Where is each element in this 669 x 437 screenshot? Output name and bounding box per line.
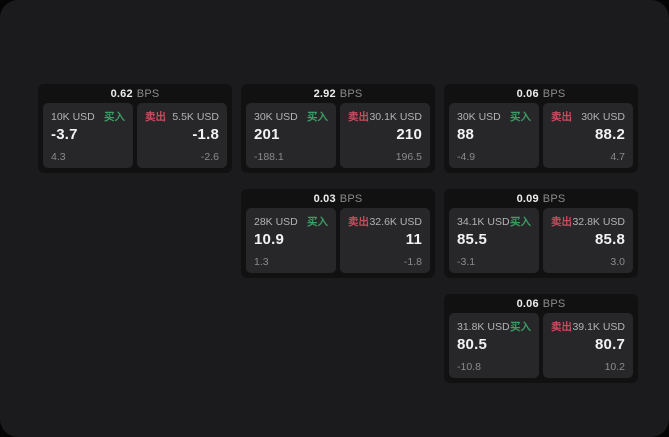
buy-tag: 买入 bbox=[510, 216, 531, 228]
sell-panel[interactable]: 卖出 5.5K USD -1.8 -2.6 bbox=[137, 103, 227, 168]
buy-tag: 买入 bbox=[510, 111, 531, 123]
sell-price: -1.8 bbox=[192, 126, 219, 143]
bps-unit-label: BPS bbox=[339, 87, 363, 100]
sell-price: 80.7 bbox=[595, 336, 625, 353]
card-header: 0.03 BPS bbox=[246, 189, 430, 208]
sell-delta: 4.7 bbox=[610, 151, 625, 163]
bps-value: 0.03 bbox=[313, 192, 336, 205]
buy-tag: 买入 bbox=[104, 111, 125, 123]
sell-panel[interactable]: 卖出 39.1K USD 80.7 10.2 bbox=[543, 313, 633, 378]
sell-delta: 10.2 bbox=[604, 361, 625, 373]
buy-price: 201 bbox=[254, 126, 280, 143]
sell-tag: 卖出 bbox=[551, 111, 572, 123]
sell-delta: -2.6 bbox=[200, 151, 219, 163]
bps-value: 0.09 bbox=[516, 192, 539, 205]
card-header: 0.62 BPS bbox=[43, 84, 227, 103]
bps-unit-label: BPS bbox=[136, 87, 160, 100]
sell-delta: 3.0 bbox=[610, 256, 625, 268]
sell-delta: -1.8 bbox=[403, 256, 422, 268]
quote-card: 0.09 BPS 34.1K USD 买入 85.5 -3.1 卖出 32.8K… bbox=[444, 189, 638, 278]
card-header: 0.06 BPS bbox=[449, 294, 633, 313]
buy-panel[interactable]: 30K USD 买入 88 -4.9 bbox=[449, 103, 539, 168]
quote-card-grid: 0.62 BPS 10K USD 买入 -3.7 4.3 卖出 5.5K USD bbox=[38, 84, 638, 383]
buy-size: 28K USD bbox=[254, 215, 298, 228]
buy-delta: -4.9 bbox=[457, 151, 476, 163]
quote-card: 2.92 BPS 30K USD 买入 201 -188.1 卖出 30.1K … bbox=[241, 84, 435, 173]
buy-delta: 4.3 bbox=[51, 151, 66, 163]
sell-tag: 卖出 bbox=[348, 111, 369, 123]
buy-size: 31.8K USD bbox=[457, 320, 510, 333]
buy-panel[interactable]: 10K USD 买入 -3.7 4.3 bbox=[43, 103, 133, 168]
buy-delta: -188.1 bbox=[254, 151, 284, 163]
buy-tag: 买入 bbox=[307, 216, 328, 228]
quote-card: 0.03 BPS 28K USD 买入 10.9 1.3 卖出 32.6K US… bbox=[241, 189, 435, 278]
buy-price: 88 bbox=[457, 126, 475, 143]
sell-panel[interactable]: 卖出 32.6K USD 11 -1.8 bbox=[340, 208, 430, 273]
bps-value: 2.92 bbox=[313, 87, 336, 100]
sell-delta: 196.5 bbox=[395, 151, 422, 163]
sell-price: 88.2 bbox=[595, 126, 625, 143]
buy-tag: 买入 bbox=[307, 111, 328, 123]
buy-panel[interactable]: 28K USD 买入 10.9 1.3 bbox=[246, 208, 336, 273]
buy-size: 34.1K USD bbox=[457, 215, 510, 228]
bps-value: 0.06 bbox=[516, 297, 539, 310]
buy-delta: -10.8 bbox=[457, 361, 481, 373]
bps-value: 0.06 bbox=[516, 87, 539, 100]
sell-size: 30K USD bbox=[581, 110, 625, 123]
sell-size: 32.8K USD bbox=[572, 215, 625, 228]
buy-size: 30K USD bbox=[457, 110, 501, 123]
sell-price: 11 bbox=[405, 231, 422, 248]
buy-price: 80.5 bbox=[457, 336, 487, 353]
sell-price: 210 bbox=[396, 126, 422, 143]
bps-unit-label: BPS bbox=[542, 297, 566, 310]
sell-size: 30.1K USD bbox=[369, 110, 422, 123]
buy-panel[interactable]: 30K USD 买入 201 -188.1 bbox=[246, 103, 336, 168]
bps-value: 0.62 bbox=[110, 87, 133, 100]
buy-delta: -3.1 bbox=[457, 256, 476, 268]
buy-price: 10.9 bbox=[254, 231, 284, 248]
quote-card: 0.62 BPS 10K USD 买入 -3.7 4.3 卖出 5.5K USD bbox=[38, 84, 232, 173]
sell-tag: 卖出 bbox=[551, 321, 572, 333]
bps-unit-label: BPS bbox=[542, 192, 566, 205]
quote-card: 0.06 BPS 31.8K USD 买入 80.5 -10.8 卖出 39.1… bbox=[444, 294, 638, 383]
sell-size: 5.5K USD bbox=[172, 110, 219, 123]
sell-tag: 卖出 bbox=[551, 216, 572, 228]
bps-unit-label: BPS bbox=[542, 87, 566, 100]
sell-size: 39.1K USD bbox=[572, 320, 625, 333]
sell-tag: 卖出 bbox=[145, 111, 166, 123]
card-header: 0.06 BPS bbox=[449, 84, 633, 103]
buy-price: 85.5 bbox=[457, 231, 487, 248]
buy-panel[interactable]: 31.8K USD 买入 80.5 -10.8 bbox=[449, 313, 539, 378]
buy-tag: 买入 bbox=[510, 321, 531, 333]
sell-panel[interactable]: 卖出 30.1K USD 210 196.5 bbox=[340, 103, 430, 168]
sell-size: 32.6K USD bbox=[369, 215, 422, 228]
buy-size: 10K USD bbox=[51, 110, 95, 123]
buy-panel[interactable]: 34.1K USD 买入 85.5 -3.1 bbox=[449, 208, 539, 273]
card-header: 0.09 BPS bbox=[449, 189, 633, 208]
buy-price: -3.7 bbox=[51, 126, 78, 143]
sell-tag: 卖出 bbox=[348, 216, 369, 228]
buy-size: 30K USD bbox=[254, 110, 298, 123]
quote-card: 0.06 BPS 30K USD 买入 88 -4.9 卖出 30K USD bbox=[444, 84, 638, 173]
sell-panel[interactable]: 卖出 30K USD 88.2 4.7 bbox=[543, 103, 633, 168]
bps-unit-label: BPS bbox=[339, 192, 363, 205]
sell-price: 85.8 bbox=[595, 231, 625, 248]
buy-delta: 1.3 bbox=[254, 256, 269, 268]
sell-panel[interactable]: 卖出 32.8K USD 85.8 3.0 bbox=[543, 208, 633, 273]
card-header: 2.92 BPS bbox=[246, 84, 430, 103]
